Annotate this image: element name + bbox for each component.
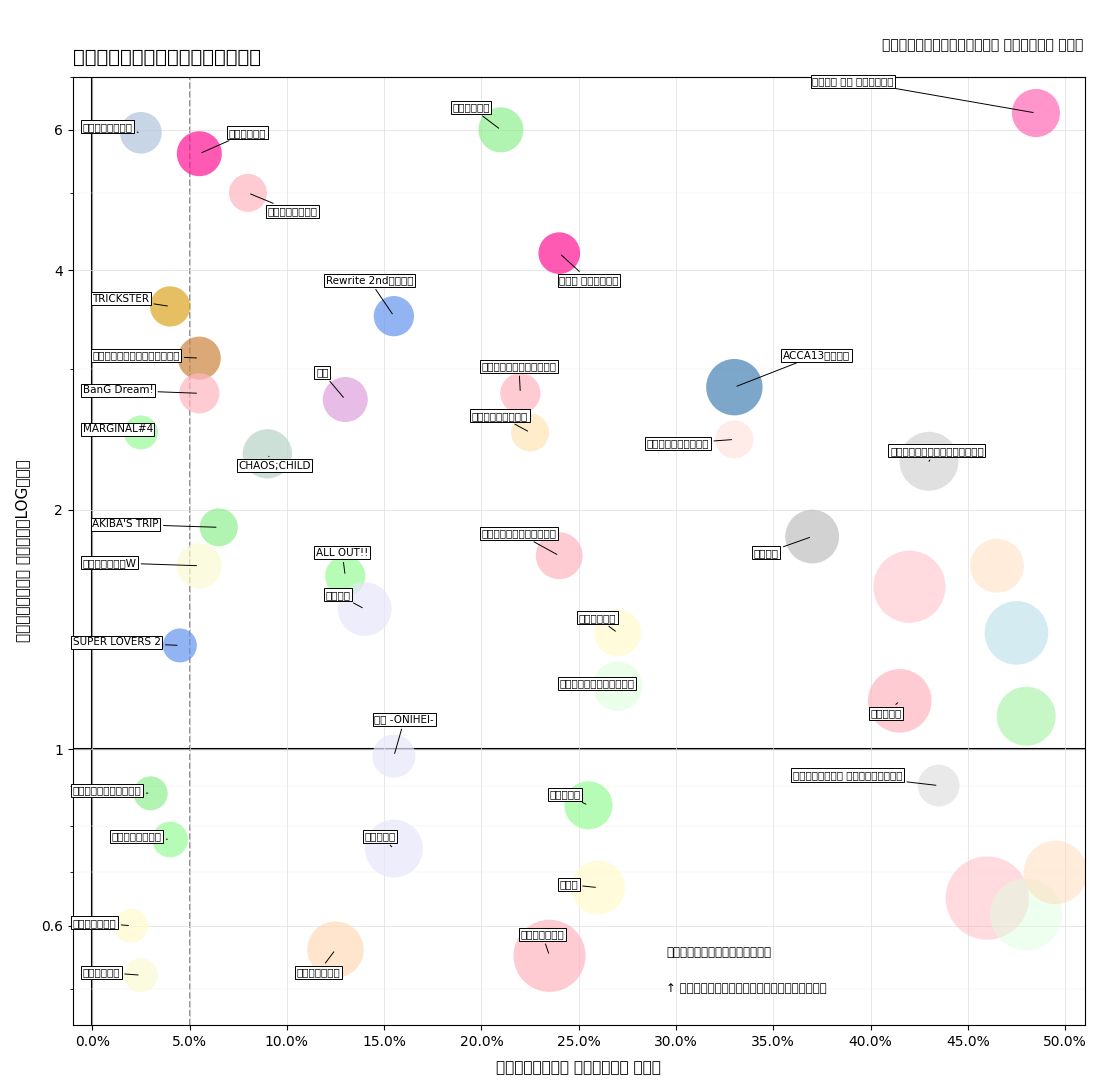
Point	[190, 385, 208, 402]
Text: ↑ 本作品ファンが全作品ファンより多い（優位）: ↑ 本作品ファンが全作品ファンより多い（優位）	[666, 982, 827, 995]
Text: 政宗くんのリベンジ: 政宗くんのリベンジ	[472, 411, 528, 432]
Point	[133, 967, 150, 984]
Text: けものフレンズ: けものフレンズ	[296, 952, 340, 978]
Point	[259, 445, 276, 462]
Text: 円の大きさ：全作品ファン集合 ライブ＋再生 接触率: 円の大きさ：全作品ファン集合 ライブ＋再生 接触率	[882, 38, 1083, 52]
Text: 亜人ちゃんは語りたい: 亜人ちゃんは語りたい	[646, 438, 732, 449]
Point	[123, 917, 140, 934]
Text: エルドライブ: エルドライブ	[452, 102, 498, 129]
Text: ３月のライオン: ３月のライオン	[520, 930, 564, 953]
Text: 本作品ファンの中で接触率が多い: 本作品ファンの中で接触率が多い	[666, 946, 771, 959]
Text: Rewrite 2ndシーズン: Rewrite 2ndシーズン	[326, 275, 413, 314]
Point	[1018, 906, 1035, 923]
Text: クラシカロイド: クラシカロイド	[73, 918, 128, 928]
Point	[540, 947, 558, 965]
Text: 「チェインクロニクル」ファン集合: 「チェインクロニクル」ファン集合	[73, 48, 261, 66]
Text: ALL OUT!!: ALL OUT!!	[316, 548, 368, 573]
Point	[239, 184, 256, 202]
Point	[522, 424, 539, 441]
Point	[580, 797, 598, 814]
Point	[726, 431, 744, 448]
Point	[210, 519, 228, 536]
Text: 双星の陰陽師: 双星の陰陽師	[579, 613, 617, 631]
Text: AKIBA'S TRIP: AKIBA'S TRIP	[93, 519, 215, 530]
Text: 昭和元禄落語心中: 昭和元禄落語心中	[112, 832, 167, 841]
Text: MARGINAL#4: MARGINAL#4	[83, 424, 152, 435]
Text: アイドル事変: アイドル事変	[202, 128, 266, 153]
Point	[988, 557, 1006, 574]
Point	[171, 637, 189, 654]
Text: 小林さんちのメイドラゴン: 小林さんちのメイドラゴン	[559, 678, 634, 688]
Text: タイガーマスクW: タイガーマスクW	[83, 558, 197, 568]
Point	[336, 568, 354, 585]
Text: スピリットパクト: スピリットパクト	[83, 122, 138, 132]
Point	[336, 391, 354, 409]
Point	[920, 452, 938, 470]
Point	[512, 385, 529, 402]
Text: ガヴリールドロップアウト: ガヴリールドロップアウト	[482, 529, 557, 555]
Text: 南鎌倉高校女子自転車部: 南鎌倉高校女子自転車部	[73, 786, 148, 796]
Point	[978, 889, 996, 907]
Point	[190, 350, 208, 367]
Point	[726, 378, 744, 396]
Text: リトルウィッチアカデミア: リトルウィッチアカデミア	[482, 362, 557, 390]
Text: スクールガールストライカーズ: スクールガールストライカーズ	[93, 350, 197, 360]
Text: ACCA13区監察課: ACCA13区監察課	[737, 350, 850, 386]
Point	[492, 121, 509, 138]
Text: 青の祓魔師: 青の祓魔師	[871, 703, 902, 718]
Point	[1028, 105, 1045, 122]
Y-axis label: 本作品ファン集合 リフト値（LOG表示）: 本作品ファン集合 リフト値（LOG表示）	[15, 460, 30, 642]
Point	[141, 785, 159, 802]
Text: 鬼平 -ONIHEI-: 鬼平 -ONIHEI-	[375, 715, 434, 753]
Point	[1018, 707, 1035, 725]
Point	[891, 692, 908, 710]
Point	[161, 831, 179, 848]
Text: BanG Dream!: BanG Dream!	[83, 385, 197, 396]
X-axis label: 本作品ファン集合 ライブ＋再生 接触率: 本作品ファン集合 ライブ＋再生 接触率	[496, 1059, 661, 1075]
Text: ハンドシェイカー: ハンドシェイカー	[251, 194, 317, 216]
Point	[550, 547, 568, 565]
Point	[133, 124, 150, 142]
Text: セイレン: セイレン	[326, 590, 362, 608]
Text: 機動戦士ガンダム 鉄血のオルフェンズ: 機動戦士ガンダム 鉄血のオルフェンズ	[792, 770, 936, 785]
Text: テイルズ オブ ゼスティリア: テイルズ オブ ゼスティリア	[812, 76, 1033, 112]
Point	[385, 840, 402, 858]
Text: SUPER LOVERS 2: SUPER LOVERS 2	[73, 638, 177, 647]
Point	[190, 557, 208, 574]
Point	[356, 601, 373, 618]
Point	[161, 298, 179, 315]
Point	[190, 145, 208, 162]
Text: クズの本懐: クズの本懐	[365, 832, 396, 847]
Text: CHAOS;CHILD: CHAOS;CHILD	[239, 457, 311, 471]
Point	[133, 424, 150, 441]
Point	[1008, 625, 1025, 642]
Text: 霊剣山 叡智への資格: 霊剣山 叡智への資格	[559, 255, 619, 286]
Text: うらら迷路帖: うらら迷路帖	[83, 967, 138, 978]
Text: TRICKSTER: TRICKSTER	[93, 293, 167, 306]
Point	[803, 528, 821, 545]
Point	[589, 879, 607, 896]
Text: 幼女戦記: 幼女戦記	[754, 537, 810, 558]
Point	[901, 578, 918, 595]
Text: 銀魂．: 銀魂．	[559, 880, 596, 889]
Point	[385, 307, 402, 325]
Point	[385, 748, 402, 765]
Point	[929, 777, 947, 795]
Text: この素晴らしい世界に祝福を！２: この素晴らしい世界に祝福を！２	[890, 446, 983, 461]
Point	[609, 677, 627, 694]
Point	[327, 941, 345, 958]
Point	[550, 244, 568, 262]
Point	[609, 625, 627, 642]
Text: 風夏: 風夏	[316, 367, 344, 398]
Point	[1046, 863, 1064, 881]
Text: 弱虫ペダル: 弱虫ペダル	[549, 789, 586, 804]
